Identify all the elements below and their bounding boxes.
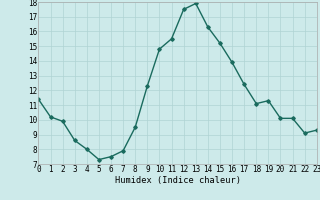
X-axis label: Humidex (Indice chaleur): Humidex (Indice chaleur): [115, 176, 241, 185]
